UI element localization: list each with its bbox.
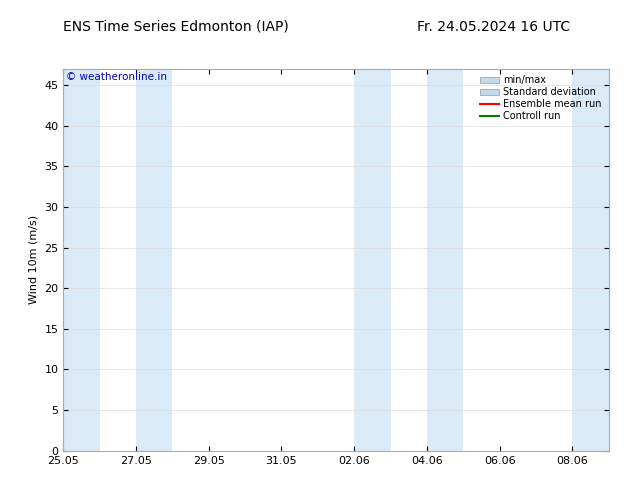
Y-axis label: Wind 10m (m/s): Wind 10m (m/s) [29, 215, 39, 304]
Bar [136, 69, 172, 451]
Bar [573, 69, 609, 451]
Legend: min/max, Standard deviation, Ensemble mean run, Controll run: min/max, Standard deviation, Ensemble me… [478, 74, 604, 123]
Bar [63, 69, 100, 451]
Bar [427, 69, 463, 451]
Text: Fr. 24.05.2024 16 UTC: Fr. 24.05.2024 16 UTC [417, 20, 571, 34]
Text: ENS Time Series Edmonton (IAP): ENS Time Series Edmonton (IAP) [63, 20, 289, 34]
Bar [354, 69, 391, 451]
Text: © weatheronline.in: © weatheronline.in [66, 73, 167, 82]
